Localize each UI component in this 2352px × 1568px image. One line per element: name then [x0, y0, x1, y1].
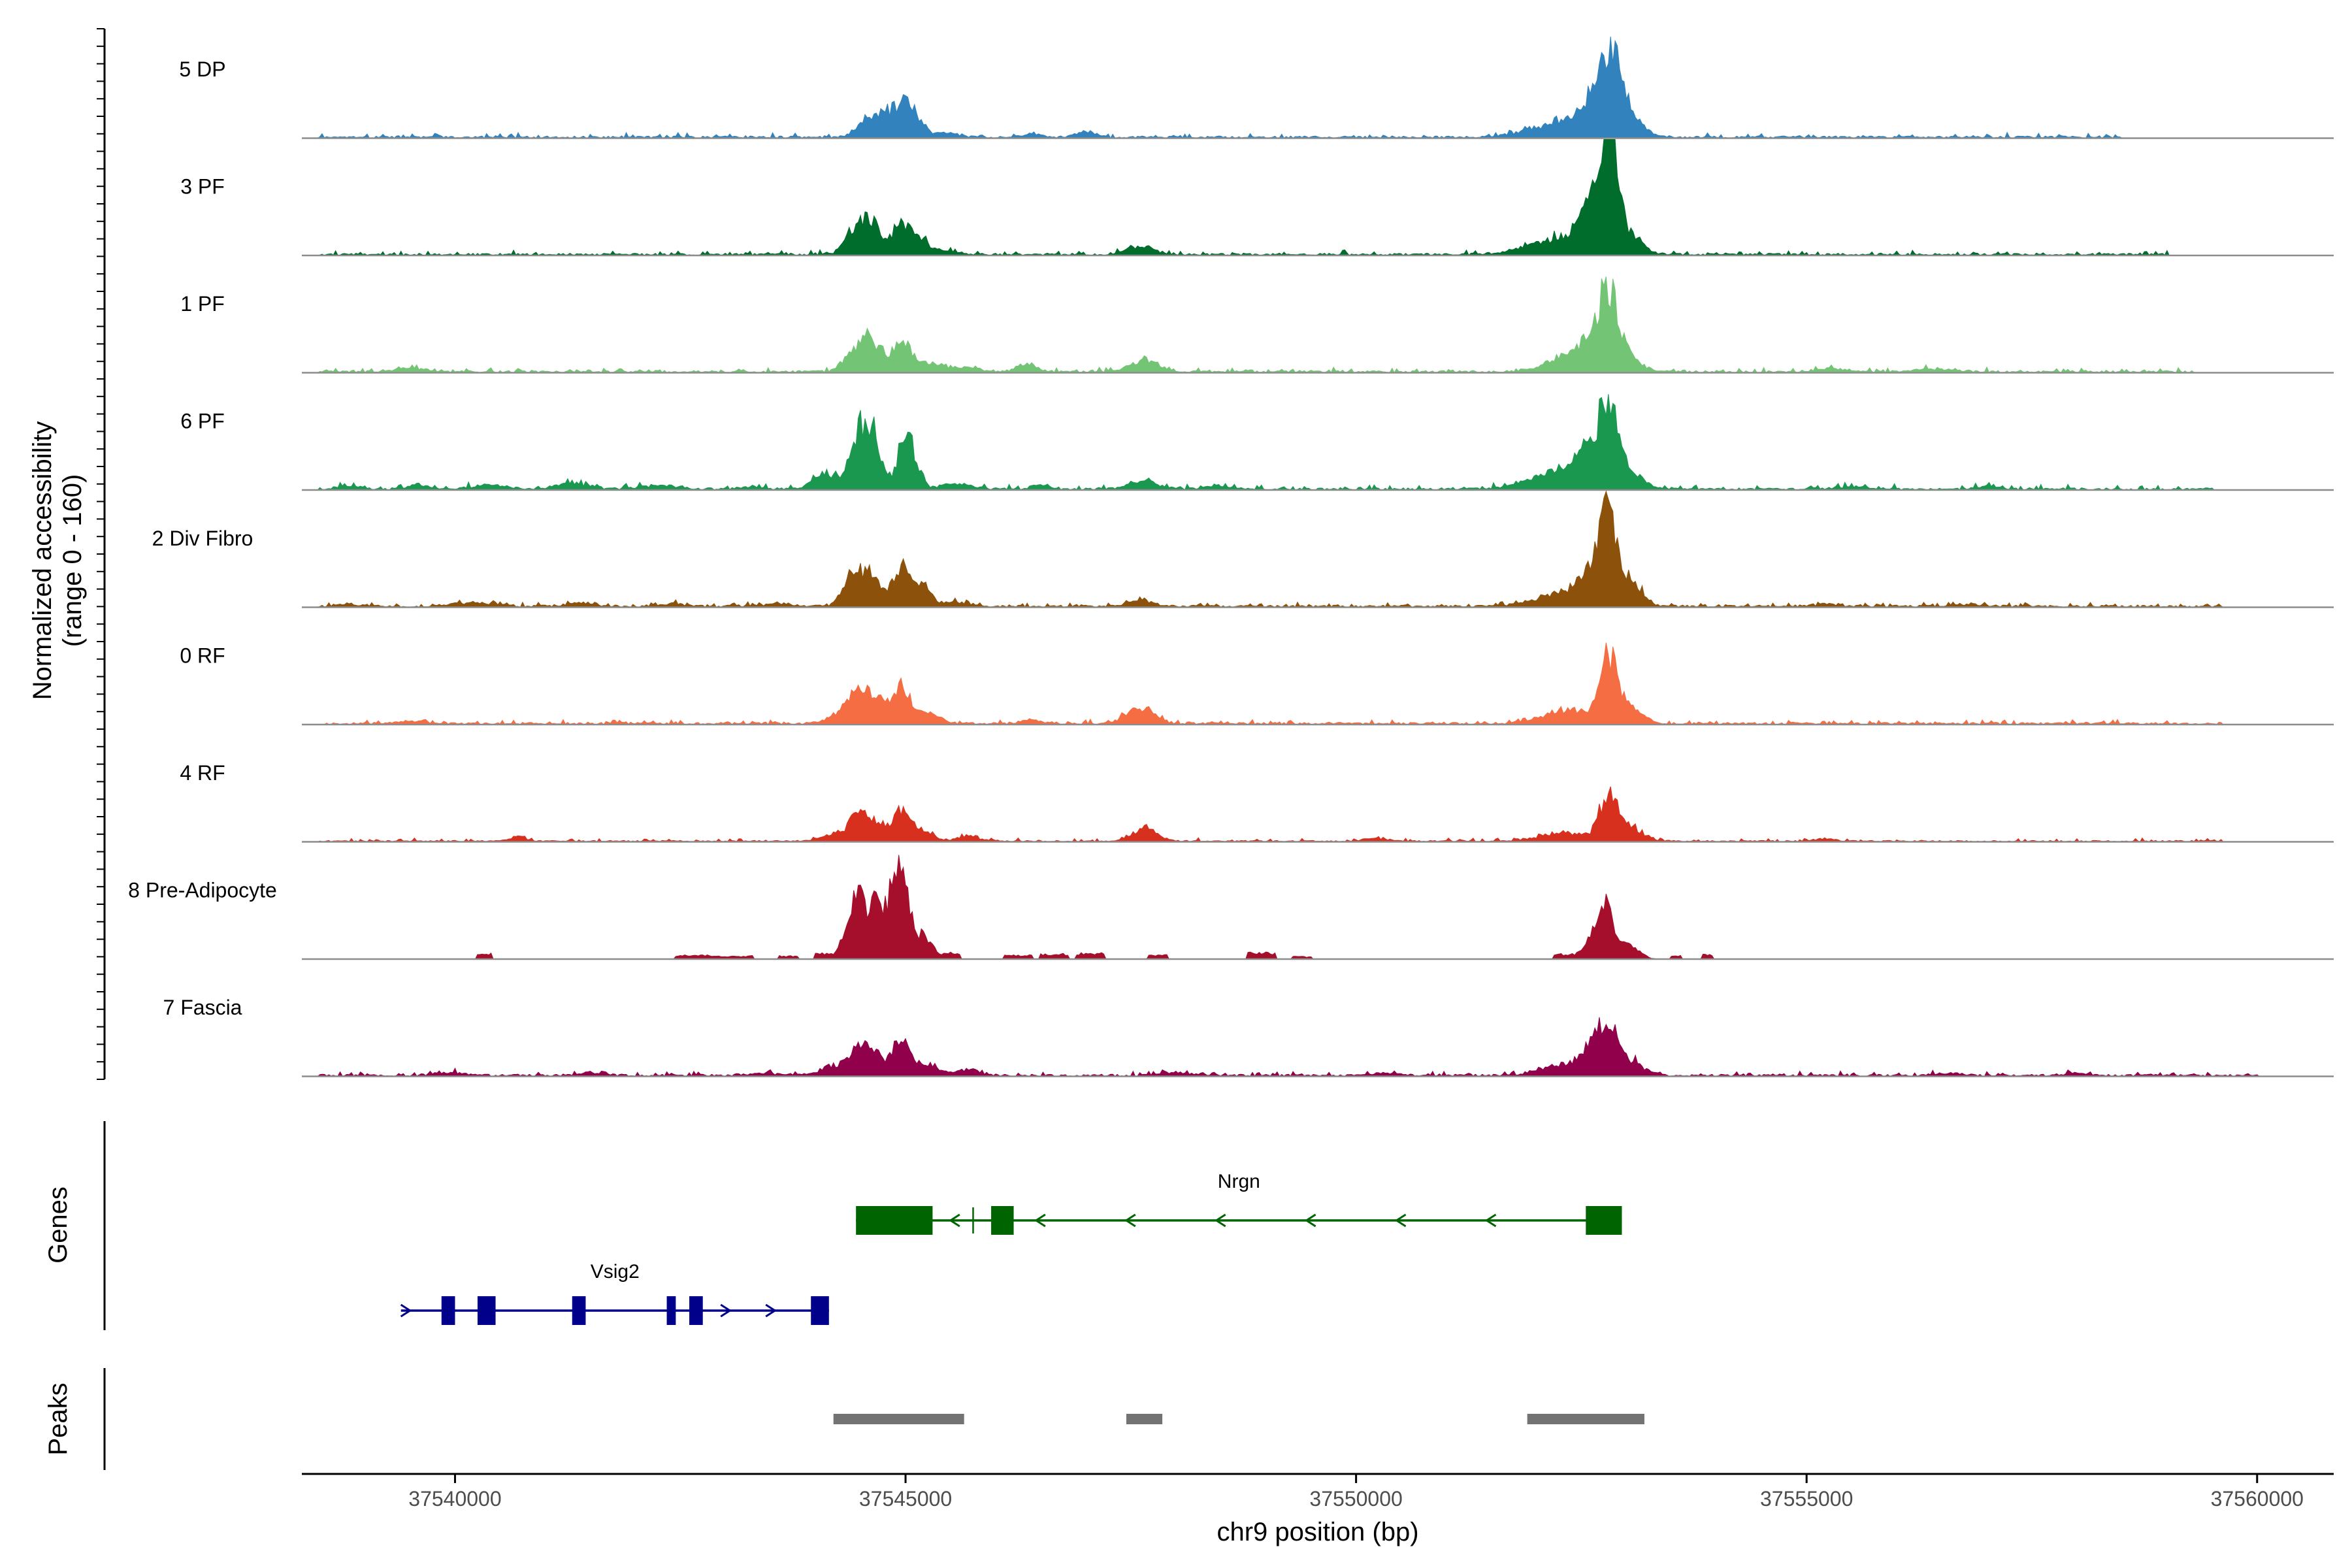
gene-exon: [441, 1296, 455, 1325]
gene-strand-arrow: [1484, 1213, 1497, 1228]
gene-strand-arrow: [1124, 1213, 1136, 1228]
peaks-panel: [103, 1368, 1644, 1470]
track-label: 3 PF: [180, 174, 225, 198]
coverage-track: 5 DP: [179, 37, 2334, 139]
peak-region: [833, 1414, 964, 1424]
track-label: 8 Pre-Adipocyte: [128, 878, 277, 902]
gene-exon: [811, 1296, 829, 1325]
genes-panel-label: Genes: [44, 1186, 73, 1264]
x-tick-label: 37545000: [859, 1487, 952, 1511]
x-tick-label: 37540000: [408, 1487, 501, 1511]
x-tick-label: 37555000: [1760, 1487, 1853, 1511]
gene-exon: [1586, 1206, 1622, 1235]
genes-panel: Nrgn Vsig2: [103, 1121, 1622, 1330]
gene-strand-arrow: [1034, 1213, 1046, 1228]
gene-exon: [572, 1296, 586, 1325]
coverage-track: 7 Fascia: [163, 996, 2334, 1077]
track-label: 7 Fascia: [163, 996, 242, 1019]
coverage-track: 8 Pre-Adipocyte: [128, 855, 2334, 960]
coverage-track: 4 RF: [180, 761, 2334, 843]
gene-exon: [666, 1296, 676, 1325]
track-label: 2 Div Fibro: [152, 527, 253, 550]
gene-strand-arrow: [1214, 1213, 1226, 1228]
coverage-track: 1 PF: [180, 276, 2334, 374]
coverage-area: [302, 394, 2334, 491]
coverage-area: [302, 139, 2334, 256]
coverage-area: [302, 642, 2334, 725]
coverage-track: 3 PF: [180, 139, 2334, 257]
gene-strand-arrow: [1304, 1213, 1316, 1228]
peak-region: [1126, 1414, 1163, 1424]
gene-exon: [991, 1206, 1014, 1235]
x-tick-label: 37550000: [1309, 1487, 1402, 1511]
y-axis-title: Normalized accessibility: [28, 421, 57, 700]
gene-label: Vsig2: [591, 1261, 640, 1282]
gene-exon: [477, 1296, 496, 1325]
track-label: 0 RF: [180, 644, 225, 667]
peak-region: [1527, 1414, 1644, 1424]
coverage-y-axis: [97, 28, 106, 1080]
x-axis-title: chr9 position (bp): [1217, 1518, 1418, 1546]
y-axis-range-label: (range 0 - 160): [58, 474, 87, 647]
track-label: 4 RF: [180, 761, 225, 785]
gene-model: Vsig2: [400, 1261, 829, 1325]
coverage-area: [302, 786, 2334, 843]
coverage-area: [302, 490, 2334, 608]
gene-strand-arrow: [765, 1303, 777, 1318]
track-label: 5 DP: [179, 57, 225, 81]
gene-strand-arrow: [1394, 1213, 1407, 1228]
x-tick-label: 37560000: [2211, 1487, 2304, 1511]
coverage-area: [302, 1017, 2334, 1077]
coverage-track: 2 Div Fibro: [152, 490, 2334, 608]
peaks-panel-label: Peaks: [44, 1382, 73, 1455]
x-axis: 37540000 37545000 37550000 37555000 37560000: [302, 1473, 2334, 1511]
coverage-area: [302, 855, 2334, 960]
gene-strand-arrow: [949, 1213, 960, 1228]
track-label: 1 PF: [180, 292, 225, 316]
coverage-track: 6 PF: [180, 394, 2334, 491]
coverage-area: [302, 37, 2334, 139]
gene-model: Nrgn: [856, 1171, 1622, 1235]
coverage-track: 0 RF: [180, 642, 2334, 726]
gene-strand-arrow: [400, 1303, 412, 1318]
coverage-area: [302, 276, 2334, 374]
gene-label: Nrgn: [1218, 1171, 1260, 1192]
track-label: 6 PF: [180, 409, 225, 433]
gene-exon: [689, 1296, 703, 1325]
gene-strand-arrow: [720, 1303, 732, 1318]
coverage-tracks: 5 DP 3 PF 1 PF 6 PF 2 Div Fibro 0 RF 4 RF 8 Pre…: [128, 37, 2334, 1077]
gene-exon: [856, 1206, 933, 1235]
